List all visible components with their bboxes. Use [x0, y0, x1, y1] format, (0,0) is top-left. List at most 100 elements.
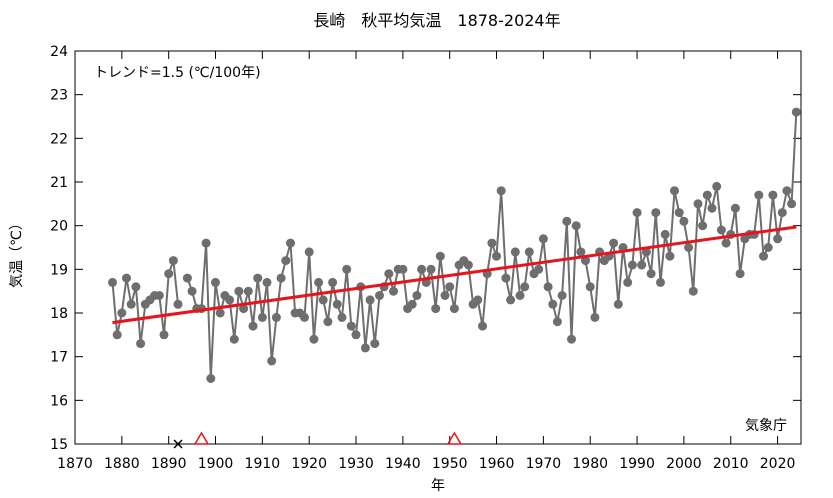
data-point	[281, 256, 291, 266]
data-point	[136, 339, 146, 349]
data-point	[520, 282, 530, 292]
x-tick-label: 1910	[245, 456, 281, 472]
data-point	[431, 304, 441, 314]
data-point	[253, 273, 263, 283]
data-point	[763, 243, 773, 252]
data-point	[506, 295, 516, 305]
data-point	[239, 304, 249, 314]
data-point	[759, 251, 768, 261]
x-tick-label: 2000	[666, 456, 702, 472]
data-point	[449, 304, 459, 314]
data-point	[159, 330, 169, 340]
x-tick-label: 1980	[572, 456, 608, 472]
data-point	[768, 190, 778, 200]
data-point	[108, 277, 117, 287]
data-point	[712, 181, 722, 191]
data-point	[225, 295, 235, 305]
data-point	[487, 238, 497, 248]
y-tick-label: 22	[50, 131, 68, 147]
data-point	[702, 190, 712, 200]
data-point	[684, 243, 694, 252]
data-point	[309, 334, 319, 344]
x-tick-label: 1900	[198, 456, 234, 472]
x-tick-label: 1940	[385, 456, 421, 472]
data-point	[328, 277, 338, 287]
data-point	[398, 264, 408, 274]
data-point	[651, 208, 661, 218]
data-point	[440, 291, 450, 300]
data-point	[304, 247, 314, 257]
data-point	[126, 299, 136, 309]
x-tick-label: 1990	[619, 456, 655, 472]
data-point	[777, 208, 787, 218]
data-point	[201, 238, 211, 248]
y-tick-label: 21	[50, 175, 68, 191]
missing-data-marker	[173, 439, 183, 449]
data-point	[463, 260, 473, 270]
data-point	[716, 225, 726, 235]
data-point	[248, 321, 258, 331]
data-point	[548, 299, 558, 309]
x-tick-label: 1970	[526, 456, 562, 472]
data-point	[590, 312, 600, 322]
source-label: 気象庁	[745, 418, 787, 434]
data-point	[496, 186, 506, 196]
data-point	[585, 282, 595, 292]
x-tick-label: 1930	[338, 456, 374, 472]
data-point	[707, 203, 717, 213]
data-point	[571, 221, 581, 231]
data-point	[276, 273, 286, 283]
y-tick-label: 16	[50, 393, 68, 409]
data-point	[665, 251, 675, 261]
data-point	[735, 269, 745, 279]
data-point	[679, 216, 689, 226]
data-point	[389, 286, 398, 296]
data-point	[342, 264, 352, 274]
data-point	[407, 299, 417, 309]
data-point	[674, 208, 684, 218]
data-point	[445, 282, 455, 292]
x-tick-label: 1880	[104, 456, 140, 472]
chart-title: 長崎 秋平均気温 1878-2024年	[313, 11, 560, 30]
data-point	[112, 330, 122, 340]
data-point	[627, 260, 637, 270]
x-tick-label: 2010	[713, 456, 749, 472]
data-point	[552, 317, 562, 327]
data-point	[773, 234, 783, 244]
data-point	[576, 247, 586, 257]
data-point	[323, 317, 333, 327]
y-tick-label: 20	[50, 219, 68, 235]
data-point	[609, 238, 619, 248]
data-point	[646, 269, 656, 279]
data-point	[538, 234, 548, 244]
data-point	[473, 295, 483, 305]
data-point	[730, 203, 740, 213]
data-point	[360, 343, 370, 353]
data-point	[346, 321, 356, 331]
x-tick-label: 2020	[760, 456, 796, 472]
data-point	[660, 229, 670, 239]
data-point	[688, 286, 698, 296]
data-point	[286, 238, 295, 248]
data-point	[656, 277, 665, 287]
series-layer	[108, 107, 801, 383]
x-tick-label: 1960	[479, 456, 515, 472]
data-point	[182, 273, 192, 283]
data-point	[787, 199, 797, 209]
y-tick-label: 19	[50, 262, 68, 278]
data-point	[782, 186, 792, 196]
data-point	[632, 208, 642, 218]
data-point	[314, 277, 324, 287]
data-point	[543, 282, 553, 292]
data-point	[670, 186, 679, 196]
data-point	[567, 334, 576, 344]
data-point	[229, 334, 239, 344]
data-point	[351, 330, 361, 340]
data-point	[581, 256, 590, 266]
data-point	[173, 299, 183, 309]
x-tick-label: 1920	[291, 456, 327, 472]
data-point	[370, 339, 380, 349]
x-tick-label: 1890	[151, 456, 187, 472]
data-point	[211, 277, 220, 287]
